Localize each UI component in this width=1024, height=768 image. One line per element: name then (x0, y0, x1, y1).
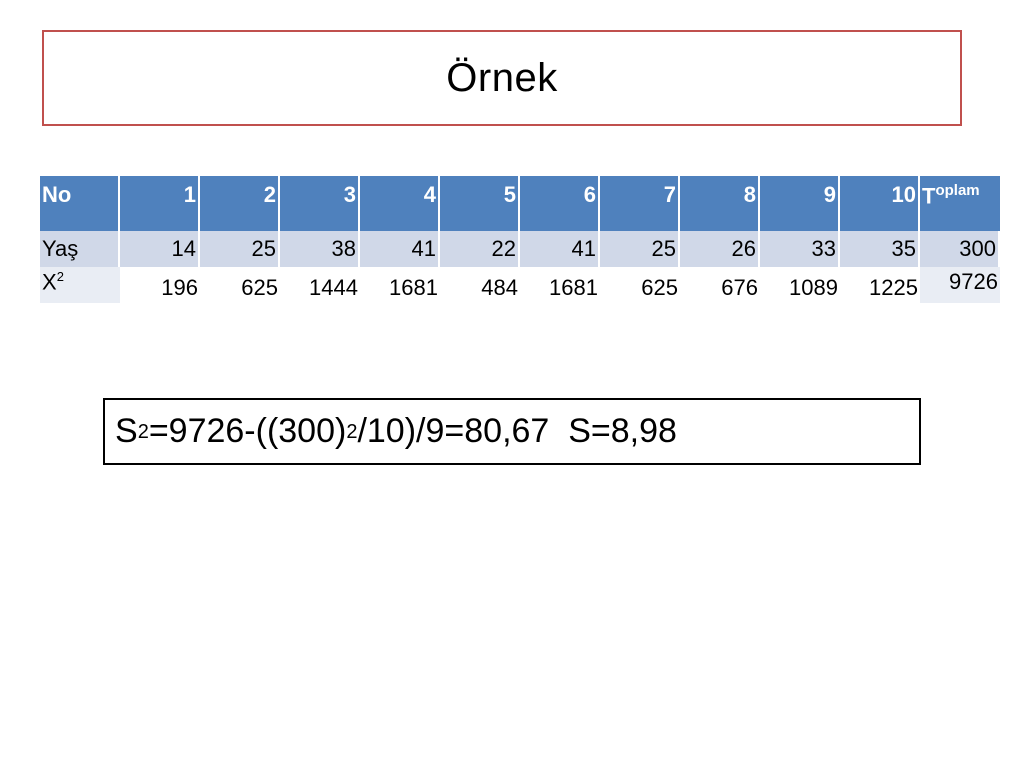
x2-cell: 484 (440, 267, 520, 303)
data-table: No 1 2 3 4 5 6 7 8 9 10 Toplam Yaş 14 25… (40, 176, 1000, 303)
header-label-cell: No (40, 176, 120, 231)
header-number-cell: 1 (120, 176, 200, 231)
header-number-cell: 9 (760, 176, 840, 231)
header-number-cell: 4 (360, 176, 440, 231)
x2-cell: 625 (600, 267, 680, 303)
x2-cell: 1681 (360, 267, 440, 303)
header-number-cell: 6 (520, 176, 600, 231)
row-label-x2: X2 (40, 267, 120, 303)
header-total-initial: T (922, 183, 936, 209)
yas-cell: 26 (680, 231, 760, 267)
formula-part-2: /10)/9=80,67 S=8,98 (357, 412, 677, 450)
table-row-x2: X2 196 625 1444 1681 484 1681 625 676 10… (40, 267, 1000, 303)
header-number-cell: 2 (200, 176, 280, 231)
formula-part-1: =9726-((300) (148, 412, 347, 450)
yas-cell: 25 (600, 231, 680, 267)
slide-title: Örnek (446, 55, 558, 100)
yas-cell: 41 (520, 231, 600, 267)
x2-label-exponent: 2 (56, 269, 64, 284)
formula-s: S (115, 412, 138, 450)
formula-box: S 2 =9726-((300) 2/10)/9=80,67 S=8,98 (103, 398, 921, 465)
x2-cell: 196 (120, 267, 200, 303)
header-number-cell: 3 (280, 176, 360, 231)
title-box: Örnek (42, 30, 962, 126)
yas-cell: 38 (280, 231, 360, 267)
header-total-rest: oplam (935, 182, 980, 199)
yas-cell: 22 (440, 231, 520, 267)
x2-cell: 1225 (840, 267, 920, 303)
table-row-yas: Yaş 14 25 38 41 22 41 25 26 33 35 300 (40, 231, 1000, 267)
yas-cell: 33 (760, 231, 840, 267)
header-total-cell: Toplam (920, 176, 1000, 231)
x2-cell: 676 (680, 267, 760, 303)
x2-total-cell: 9726 (920, 267, 1000, 303)
row-label-yas: Yaş (40, 231, 120, 267)
yas-total-cell: 300 (920, 231, 1000, 267)
header-number-cell: 8 (680, 176, 760, 231)
x2-cell: 1444 (280, 267, 360, 303)
x2-cell: 1681 (520, 267, 600, 303)
yas-cell: 35 (840, 231, 920, 267)
yas-cell: 14 (120, 231, 200, 267)
header-number-cell: 10 (840, 176, 920, 231)
x2-cell: 625 (200, 267, 280, 303)
header-number-cell: 5 (440, 176, 520, 231)
table-header-row: No 1 2 3 4 5 6 7 8 9 10 Toplam (40, 176, 1000, 231)
x2-cell: 1089 (760, 267, 840, 303)
yas-cell: 41 (360, 231, 440, 267)
x2-label: X (42, 269, 57, 295)
header-number-cell: 7 (600, 176, 680, 231)
yas-cell: 25 (200, 231, 280, 267)
